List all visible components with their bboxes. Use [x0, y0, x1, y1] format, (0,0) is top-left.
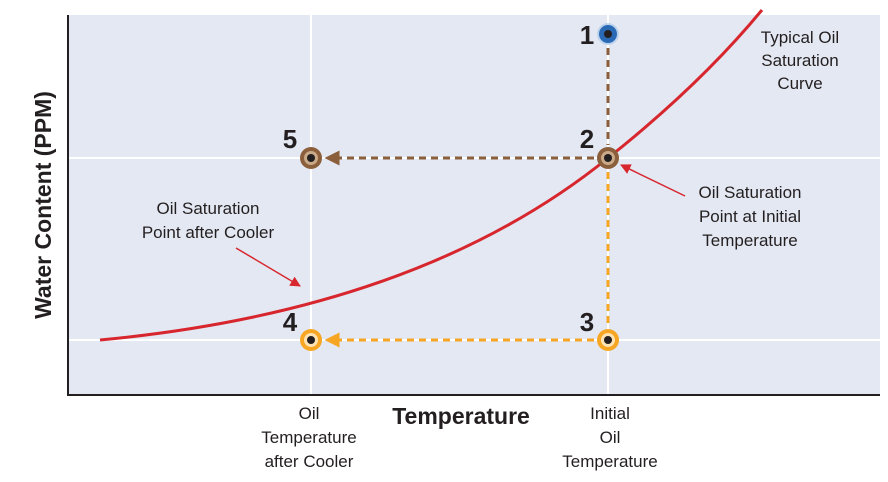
curve-label-line-2: Saturation: [761, 51, 839, 70]
point-5-number: 5: [283, 124, 297, 154]
initial-point-label-line-3: Temperature: [702, 231, 797, 250]
point-2: [597, 147, 619, 169]
plot-area: [68, 15, 880, 395]
point-4-dot: [307, 336, 315, 344]
point-1: [597, 23, 619, 45]
curve-label-line-3: Curve: [777, 74, 822, 93]
x-tick-right-line-2: Oil: [600, 428, 621, 447]
x-tick-right-line-1: Initial: [590, 404, 630, 423]
x-tick-left-line-1: Oil: [299, 404, 320, 423]
x-tick-left-line-3: after Cooler: [265, 452, 354, 471]
after-cooler-label-line-2: Point after Cooler: [142, 223, 275, 242]
x-axis-label: Temperature: [392, 403, 530, 429]
point-1-number: 1: [580, 20, 594, 50]
point-4: [300, 329, 322, 351]
pointer-after-cooler: [235, 247, 301, 287]
initial-point-label-line-2: Point at Initial: [699, 207, 801, 226]
point-5-dot: [307, 154, 315, 162]
saturation-curve: [99, 9, 764, 342]
after-cooler-label-line-1: Oil Saturation: [157, 199, 260, 218]
curve-label-line-1: Typical Oil: [761, 28, 839, 47]
point-3-dot: [604, 336, 612, 344]
point-2-number: 2: [580, 124, 594, 154]
point-4-number: 4: [283, 307, 298, 337]
initial-point-label-line-1: Oil Saturation: [699, 183, 802, 202]
point-1-dot: [604, 30, 612, 38]
y-axis-label: Water Content (PPM): [30, 91, 56, 319]
x-tick-left-line-2: Temperature: [261, 428, 356, 447]
point-3-number: 3: [580, 307, 594, 337]
point-5: [300, 147, 322, 169]
x-tick-right-line-3: Temperature: [562, 452, 657, 471]
point-3: [597, 329, 619, 351]
point-2-dot: [604, 154, 612, 162]
pointer-initial-point: [620, 164, 686, 197]
